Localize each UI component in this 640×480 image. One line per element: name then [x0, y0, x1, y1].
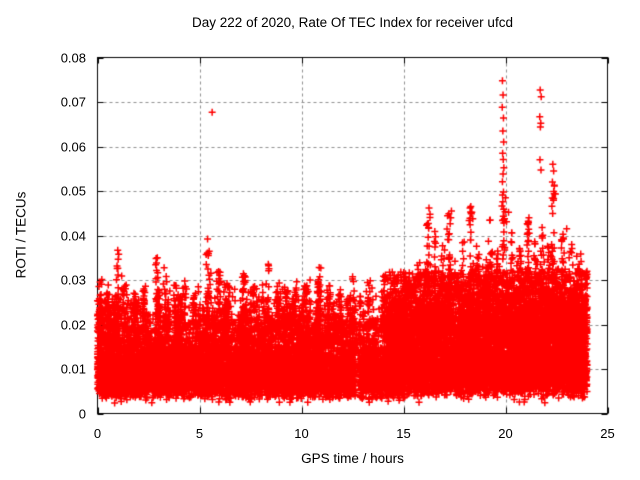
x-tick-label: 25	[600, 426, 615, 441]
x-tick-label: 10	[294, 426, 309, 441]
x-axis-title: GPS time / hours	[301, 451, 404, 466]
y-tick-label: 0.04	[60, 228, 86, 243]
y-tick-label: 0.08	[60, 50, 86, 65]
y-tick-label: 0.01	[60, 361, 86, 377]
chart-title: Day 222 of 2020, Rate Of TEC Index for r…	[192, 15, 513, 30]
x-tick-label: 5	[195, 426, 204, 441]
y-axis-title: ROTI / TECUs	[13, 191, 29, 279]
y-tick-label: 0.06	[60, 139, 86, 154]
y-tick-label: 0.02	[60, 317, 86, 332]
y-tick-label: 0.05	[60, 183, 86, 199]
y-tick-label: 0.07	[60, 94, 86, 110]
x-tick-label: 20	[498, 426, 513, 441]
x-tick-label: 15	[396, 426, 411, 441]
y-tick-label: 0.03	[60, 272, 86, 288]
y-tick-label: 0	[78, 406, 86, 421]
x-tick-label: 0	[93, 426, 102, 441]
